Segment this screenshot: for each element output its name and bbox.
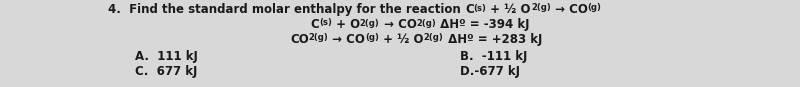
Text: + O: + O — [332, 18, 360, 31]
Text: 4.  Find the standard molar enthalpy for the reaction: 4. Find the standard molar enthalpy for … — [108, 3, 465, 16]
Text: A.  111 kJ: A. 111 kJ — [135, 50, 198, 63]
Text: → CO: → CO — [550, 3, 588, 16]
Text: (s): (s) — [474, 3, 486, 13]
Text: 2(g): 2(g) — [309, 33, 329, 43]
Text: 2(g): 2(g) — [531, 3, 550, 13]
Text: 2(g): 2(g) — [416, 19, 436, 27]
Text: C.  677 kJ: C. 677 kJ — [135, 65, 198, 78]
Text: (g): (g) — [366, 33, 379, 43]
Text: + ½ O: + ½ O — [486, 3, 531, 16]
Text: ΔHº = +283 kJ: ΔHº = +283 kJ — [443, 33, 542, 46]
Text: → CO: → CO — [379, 18, 416, 31]
Text: 2(g): 2(g) — [424, 33, 443, 43]
Text: B.  -111 kJ: B. -111 kJ — [460, 50, 527, 63]
Text: C: C — [465, 3, 474, 16]
Text: + ½ O: + ½ O — [379, 33, 424, 46]
Text: ΔHº = -394 kJ: ΔHº = -394 kJ — [436, 18, 530, 31]
Text: C: C — [310, 18, 318, 31]
Text: → CO: → CO — [329, 33, 366, 46]
Text: 2(g): 2(g) — [360, 19, 379, 27]
Text: (s): (s) — [318, 19, 332, 27]
Text: (g): (g) — [588, 3, 602, 13]
Text: CO: CO — [290, 33, 309, 46]
Text: D.-677 kJ: D.-677 kJ — [460, 65, 520, 78]
